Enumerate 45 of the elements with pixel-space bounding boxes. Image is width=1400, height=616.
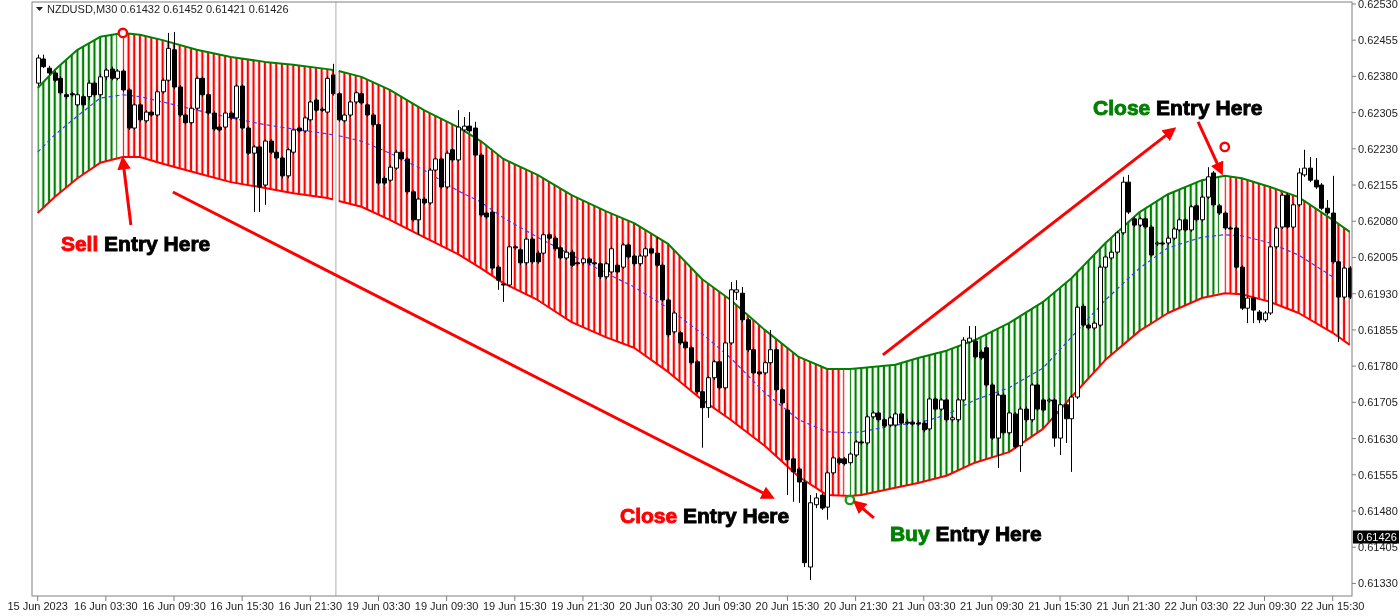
y-tick-label: 0.61705 (1358, 396, 1398, 409)
x-tick-label: 20 Jun 03:30 (619, 600, 683, 612)
x-tick-label: 21 Jun 15:30 (1028, 600, 1092, 612)
x-tick-label: 22 Jun 03:30 (1164, 600, 1229, 612)
x-tick-label: 19 Jun 03:30 (346, 600, 411, 612)
y-tick-label: 0.62230 (1358, 142, 1398, 155)
y-tick-label: 0.61630 (1358, 432, 1398, 445)
annotation: Close Entry Here (1093, 95, 1263, 119)
text: 0.61426 (1357, 531, 1397, 543)
line-series (337, 70, 1351, 371)
x-tick-label: 21 Jun 09:30 (960, 600, 1024, 612)
y-tick-label: 0.61480 (1358, 505, 1398, 517)
annotation: Buy Entry Here (889, 521, 1042, 545)
x-tick-label: 22 Jun 15:30 (1300, 600, 1365, 612)
y-tick-label: 0.62380 (1358, 70, 1398, 83)
x-tick-label: 20 Jun 09:30 (687, 600, 752, 612)
y-tick-label: 0.61405 (1358, 541, 1398, 554)
y-tick-label: 0.61330 (1358, 577, 1398, 590)
x-tick-label: 15 Jun 2023 (7, 600, 68, 612)
x-tick-label: 22 Jun 09:30 (1232, 600, 1297, 612)
y-tick-label: 0.61930 (1358, 287, 1398, 300)
y-tick-label: 0.61855 (1358, 323, 1398, 336)
x-tick-label: 20 Jun 21:30 (823, 600, 888, 612)
x-tick-label: 16 Jun 21:30 (278, 600, 343, 612)
y-tick-label: 0.62155 (1358, 179, 1398, 192)
annotation: Sell Entry Here (60, 231, 211, 255)
y-tick-label: 0.62455 (1358, 34, 1398, 47)
annotation: Close Entry Here (619, 503, 790, 527)
y-tick-label: 0.62530 (1358, 0, 1398, 10)
y-tick-label: 0.62005 (1358, 251, 1398, 264)
x-tick-label: 20 Jun 15:30 (755, 600, 820, 612)
x-tick-label: 19 Jun 21:30 (551, 600, 615, 612)
y-tick-label: 0.61555 (1358, 468, 1398, 481)
y-tick-label: 0.62080 (1358, 215, 1398, 228)
x-tick-label: 21 Jun 21:30 (1096, 600, 1161, 612)
annotation: NZDUSD,M30 0.61432 0.61452 0.61421 0.61426 (47, 3, 289, 15)
x-tick-label: 16 Jun 15:30 (210, 600, 274, 612)
x-tick-label: 16 Jun 09:30 (142, 600, 206, 612)
x-tick-label: 19 Jun 09:30 (414, 600, 479, 612)
x-tick-label: 16 Jun 03:30 (74, 600, 138, 612)
y-tick-label: 0.61780 (1358, 360, 1398, 373)
x-tick-label: 21 Jun 03:30 (891, 600, 956, 612)
x-tick-label: 19 Jun 15:30 (482, 600, 547, 612)
y-tick-label: 0.62305 (1358, 106, 1398, 119)
line-series (338, 135, 1334, 434)
